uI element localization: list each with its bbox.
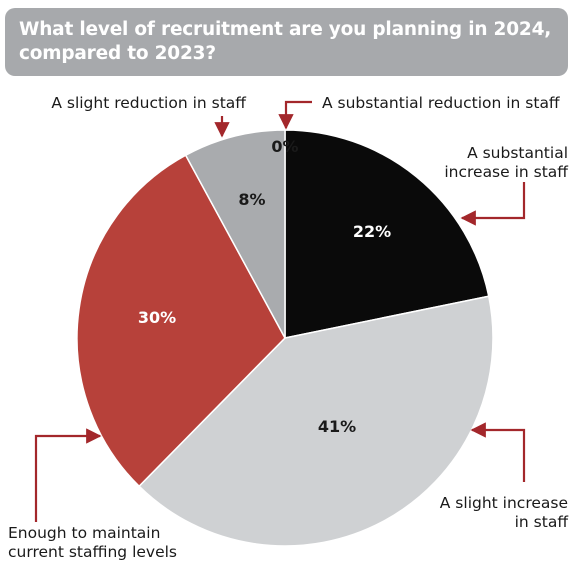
pie-slice-substantial-increase	[284, 129, 490, 339]
callout-label-substantial-reduction-line-1: A substantial reduction in staff	[322, 94, 560, 112]
arrow-substantial-reduction	[278, 100, 312, 130]
slice-value-label-substantial-increase: 22%	[353, 222, 391, 241]
callout-label-substantial-increase-line-1: A substantial	[467, 144, 568, 162]
callout-label-slight-increase-line-2: in staff	[515, 513, 569, 531]
callout-label-maintain-line-1: Enough to maintain	[8, 524, 160, 542]
arrow-maintain	[34, 428, 102, 522]
pie-slice-slight-reduction	[184, 129, 286, 339]
chart-title-banner: What level of recruitment are you planni…	[5, 8, 568, 76]
arrow-substantial-increase	[460, 182, 526, 226]
slice-value-label-slight-reduction: 8%	[238, 190, 265, 209]
pie-slice-maintain	[76, 154, 286, 488]
pie-slice-slight-increase	[138, 295, 494, 547]
slice-value-label-maintain: 30%	[138, 308, 176, 327]
slice-value-label-slight-increase: 41%	[318, 417, 356, 436]
chart-title: What level of recruitment are you planni…	[19, 19, 552, 64]
callout-label-substantial-increase-line-2: increase in staff	[444, 163, 568, 181]
slice-value-label-substantial-reduction: 0%	[271, 137, 298, 156]
arrow-slight-increase	[470, 422, 526, 482]
callout-label-maintain-line-2: current staffing levels	[8, 543, 177, 561]
callout-label-slight-reduction-line-1: A slight reduction in staff	[51, 94, 246, 112]
callout-label-slight-increase-line-1: A slight increase	[440, 494, 568, 512]
